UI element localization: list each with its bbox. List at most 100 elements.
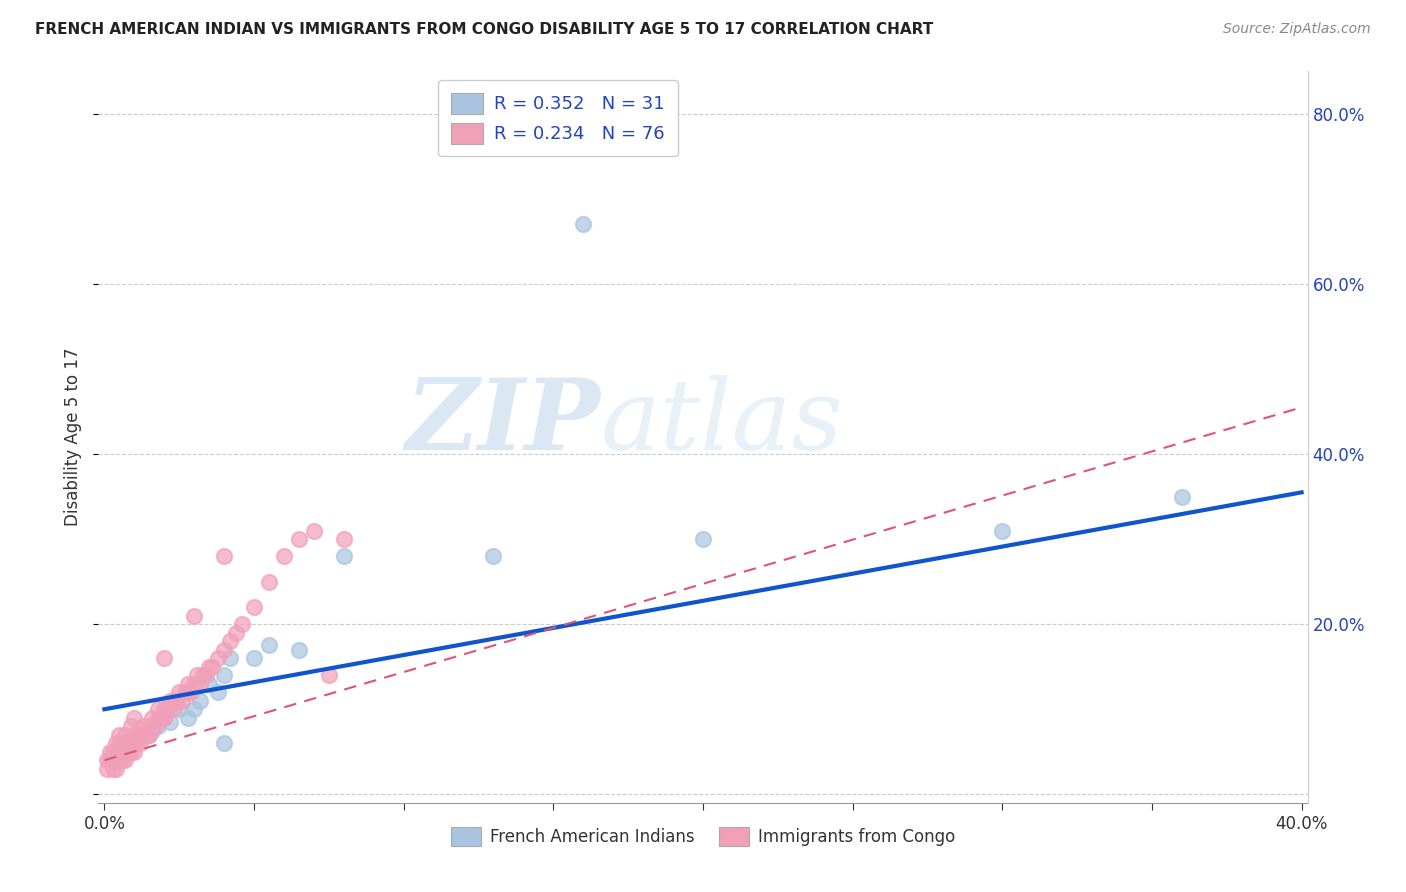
Point — [257, 574, 280, 589]
Legend: French American Indians, Immigrants from Congo: French American Indians, Immigrants from… — [444, 821, 962, 853]
Point — [288, 642, 311, 657]
Point — [103, 753, 125, 767]
Point — [188, 694, 211, 708]
Point — [243, 651, 266, 665]
Point — [132, 728, 155, 742]
Point — [288, 532, 311, 546]
Point — [103, 745, 125, 759]
Point — [219, 634, 242, 648]
Point — [174, 685, 197, 699]
Point — [231, 617, 253, 632]
Point — [1171, 490, 1194, 504]
Point — [153, 711, 176, 725]
Point — [183, 608, 205, 623]
Point — [692, 532, 714, 546]
Point — [153, 651, 176, 665]
Point — [177, 711, 200, 725]
Point — [172, 694, 194, 708]
Point — [117, 736, 139, 750]
Point — [165, 694, 187, 708]
Point — [159, 714, 181, 729]
Point — [100, 745, 122, 759]
Point — [111, 745, 134, 759]
Point — [114, 728, 136, 742]
Point — [103, 762, 125, 776]
Point — [124, 745, 146, 759]
Point — [117, 745, 139, 759]
Point — [273, 549, 295, 563]
Point — [212, 642, 235, 657]
Point — [105, 762, 128, 776]
Point — [148, 711, 170, 725]
Point — [183, 702, 205, 716]
Point — [127, 736, 149, 750]
Point — [212, 668, 235, 682]
Point — [207, 685, 229, 699]
Point — [124, 736, 146, 750]
Point — [141, 723, 163, 738]
Point — [143, 719, 166, 733]
Point — [108, 728, 131, 742]
Point — [572, 218, 595, 232]
Point — [117, 736, 139, 750]
Point — [201, 659, 224, 673]
Point — [186, 668, 208, 682]
Point — [177, 685, 200, 699]
Point — [138, 728, 160, 742]
Point — [135, 728, 157, 742]
Point — [129, 728, 152, 742]
Point — [148, 702, 170, 716]
Point — [302, 524, 325, 538]
Point — [111, 736, 134, 750]
Point — [141, 711, 163, 725]
Point — [105, 745, 128, 759]
Point — [124, 711, 146, 725]
Y-axis label: Disability Age 5 to 17: Disability Age 5 to 17 — [65, 348, 83, 526]
Text: ZIP: ZIP — [405, 375, 600, 471]
Point — [124, 736, 146, 750]
Point — [207, 651, 229, 665]
Point — [108, 745, 131, 759]
Point — [193, 668, 215, 682]
Point — [103, 753, 125, 767]
Point — [333, 532, 356, 546]
Point — [188, 677, 211, 691]
Point — [108, 753, 131, 767]
Point — [212, 736, 235, 750]
Text: atlas: atlas — [600, 375, 844, 470]
Point — [141, 719, 163, 733]
Point — [114, 753, 136, 767]
Point — [135, 728, 157, 742]
Point — [159, 694, 181, 708]
Point — [482, 549, 505, 563]
Point — [167, 685, 190, 699]
Point — [105, 736, 128, 750]
Point — [120, 745, 142, 759]
Point — [198, 677, 221, 691]
Text: FRENCH AMERICAN INDIAN VS IMMIGRANTS FROM CONGO DISABILITY AGE 5 TO 17 CORRELATI: FRENCH AMERICAN INDIAN VS IMMIGRANTS FRO… — [35, 22, 934, 37]
Point — [183, 677, 205, 691]
Point — [180, 685, 202, 699]
Point — [132, 719, 155, 733]
Point — [162, 702, 184, 716]
Point — [138, 728, 160, 742]
Point — [129, 728, 152, 742]
Point — [100, 753, 122, 767]
Point — [225, 625, 247, 640]
Point — [108, 736, 131, 750]
Point — [124, 728, 146, 742]
Text: Source: ZipAtlas.com: Source: ZipAtlas.com — [1223, 22, 1371, 37]
Point — [318, 668, 340, 682]
Point — [198, 659, 221, 673]
Point — [195, 668, 218, 682]
Point — [219, 651, 242, 665]
Point — [153, 711, 176, 725]
Point — [108, 745, 131, 759]
Point — [111, 753, 134, 767]
Point — [153, 702, 176, 716]
Point — [167, 702, 190, 716]
Point — [156, 702, 179, 716]
Point — [212, 549, 235, 563]
Point — [243, 600, 266, 615]
Point — [150, 711, 173, 725]
